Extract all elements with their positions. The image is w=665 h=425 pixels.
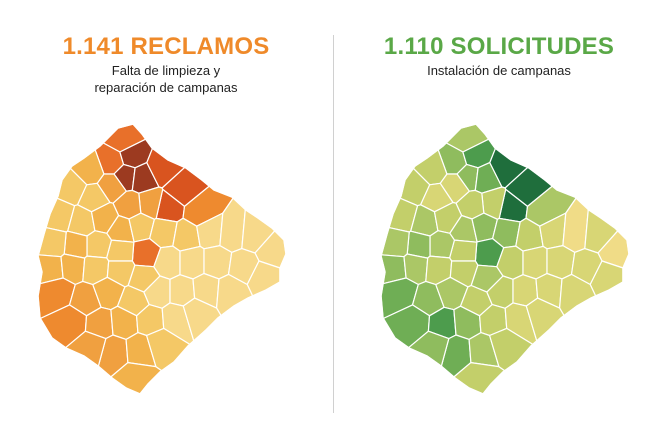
reclamos-barrio-39 xyxy=(203,245,233,280)
solicitudes-city-outline xyxy=(380,123,630,395)
solicitudes-title: 1.110 SOLICITUDES xyxy=(383,33,615,60)
solicitudes-panel: 1.110 SOLICITUDES Instalación de campana… xyxy=(333,0,665,425)
solicitudes-barrio-39 xyxy=(546,245,576,280)
reclamos-panel: 1.141 RECLAMOS Falta de limpieza y repar… xyxy=(0,0,332,425)
solicitudes-barrio-30 xyxy=(406,230,431,259)
reclamos-barrio-29 xyxy=(86,230,113,259)
reclamos-subtitle: Falta de limpieza y reparación de campan… xyxy=(0,62,332,96)
reclamos-city-outline xyxy=(37,123,287,395)
reclamos-choropleth-map xyxy=(37,123,287,395)
solicitudes-barrio-29 xyxy=(429,230,456,259)
reclamos-subtitle-line-1: Falta de limpieza y xyxy=(111,63,221,78)
reclamos-barrio-38 xyxy=(179,245,205,280)
solicitudes-barrio-38 xyxy=(522,245,548,280)
solicitudes-choropleth-map xyxy=(380,123,630,395)
reclamos-barrio-30 xyxy=(63,230,88,259)
solicitudes-subtitle: Instalación de campanas xyxy=(427,63,571,78)
reclamos-title: 1.141 RECLAMOS xyxy=(62,33,270,60)
panel-divider xyxy=(333,35,334,413)
reclamos-subtitle-line-2: reparación de campanas xyxy=(94,80,238,95)
